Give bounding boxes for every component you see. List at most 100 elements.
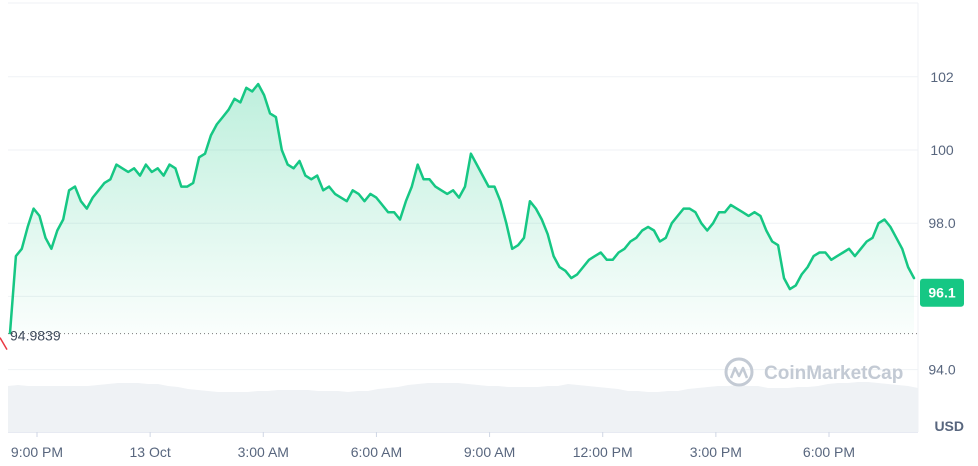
data-point <box>222 116 224 118</box>
data-point <box>901 248 903 250</box>
data-point <box>694 211 696 213</box>
data-point <box>736 207 738 209</box>
data-point <box>21 248 23 250</box>
data-point <box>913 277 915 279</box>
data-point <box>298 160 300 162</box>
data-point <box>517 244 519 246</box>
data-point <box>62 218 64 220</box>
data-point <box>151 171 153 173</box>
data-point <box>753 211 755 213</box>
watermark: CoinMarketCap <box>724 357 903 387</box>
data-point <box>275 116 277 118</box>
x-tick-label: 12:00 PM <box>573 444 633 460</box>
data-point <box>281 149 283 151</box>
data-point <box>558 266 560 268</box>
current-price-value: 96.1 <box>928 285 955 301</box>
data-point <box>174 167 176 169</box>
data-point <box>287 163 289 165</box>
data-point <box>842 251 844 253</box>
data-point <box>97 189 99 191</box>
current-price-badge: 96.1 <box>920 278 964 307</box>
data-point <box>269 112 271 114</box>
data-point <box>411 185 413 187</box>
data-point <box>535 207 537 209</box>
data-point <box>759 215 761 217</box>
data-point <box>730 204 732 206</box>
data-point <box>245 87 247 89</box>
data-point <box>812 255 814 257</box>
data-point <box>499 200 501 202</box>
price-line <box>8 82 916 335</box>
data-point <box>806 266 808 268</box>
data-point <box>895 237 897 239</box>
data-point <box>824 251 826 253</box>
data-point <box>712 222 714 224</box>
data-point <box>552 255 554 257</box>
data-point <box>405 200 407 202</box>
data-point <box>168 163 170 165</box>
data-point <box>334 193 336 195</box>
data-point <box>32 207 34 209</box>
data-point <box>665 237 667 239</box>
data-point <box>635 237 637 239</box>
data-point <box>139 174 141 176</box>
data-point <box>68 189 70 191</box>
data-point <box>606 259 608 261</box>
x-tick-label: 3:00 PM <box>690 444 742 460</box>
data-point <box>482 174 484 176</box>
data-point <box>570 277 572 279</box>
x-tick-label: 13 Oct <box>130 444 171 460</box>
price-area-fill <box>10 84 914 334</box>
data-point <box>133 167 135 169</box>
data-point <box>210 134 212 136</box>
data-point <box>417 163 419 165</box>
data-point <box>157 167 159 169</box>
data-point <box>38 215 40 217</box>
y-axis: 102 100 98.0 94.0 <box>928 69 955 378</box>
data-point <box>836 255 838 257</box>
data-point <box>818 251 820 253</box>
data-point <box>783 277 785 279</box>
volume-area <box>8 382 918 432</box>
data-point <box>375 196 377 198</box>
data-point <box>706 229 708 231</box>
data-point <box>263 94 265 96</box>
data-point <box>653 229 655 231</box>
data-point <box>86 207 88 209</box>
data-point <box>80 200 82 202</box>
data-point <box>659 240 661 242</box>
data-point <box>227 109 229 111</box>
x-tick-label: 6:00 AM <box>351 444 402 460</box>
y-tick-label: 100 <box>930 142 954 158</box>
data-point <box>866 240 868 242</box>
data-point <box>476 163 478 165</box>
data-point <box>641 229 643 231</box>
data-point <box>487 185 489 187</box>
reference-label: 94.9839 <box>10 328 61 344</box>
data-point <box>239 101 241 103</box>
data-point <box>446 193 448 195</box>
data-point <box>801 273 803 275</box>
currency-label: USD <box>934 418 964 434</box>
data-point <box>310 178 312 180</box>
data-point <box>511 248 513 250</box>
data-point <box>369 193 371 195</box>
data-point <box>629 240 631 242</box>
data-point <box>682 207 684 209</box>
data-point <box>854 255 856 257</box>
data-point <box>907 266 909 268</box>
data-point <box>180 185 182 187</box>
data-point <box>381 204 383 206</box>
data-point <box>328 185 330 187</box>
data-point <box>216 123 218 125</box>
watermark-text: CoinMarketCap <box>764 363 903 384</box>
data-point <box>623 248 625 250</box>
data-point <box>771 240 773 242</box>
data-point <box>56 229 58 231</box>
data-point <box>747 215 749 217</box>
data-point <box>204 153 206 155</box>
data-point <box>192 182 194 184</box>
data-point <box>304 174 306 176</box>
data-point <box>458 196 460 198</box>
